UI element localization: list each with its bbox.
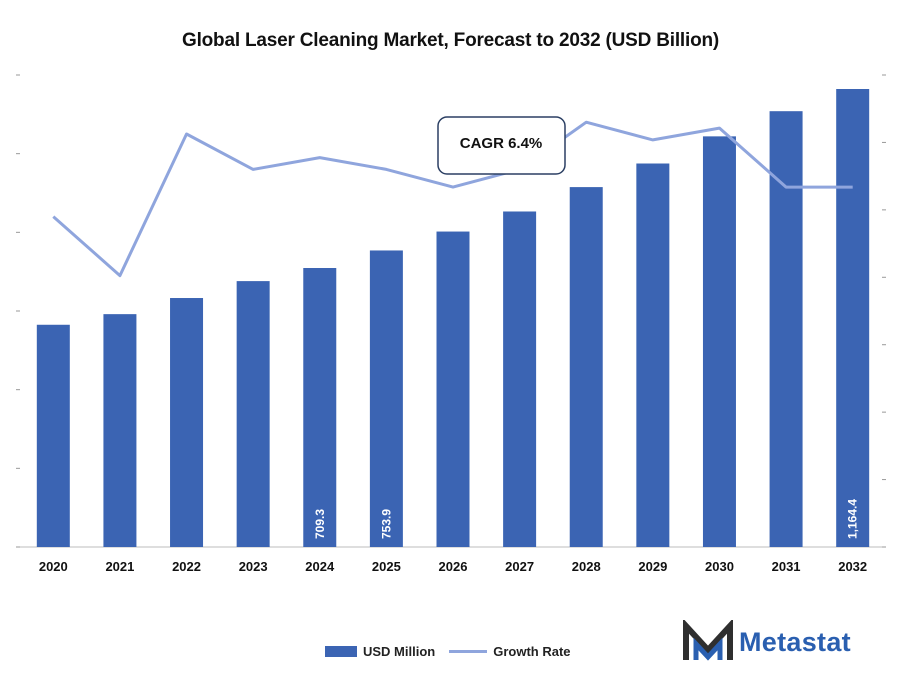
x-tick-label: 2030 [705, 559, 734, 574]
m-logo-icon [683, 620, 733, 661]
legend-label-bar: USD Million [363, 644, 436, 659]
legend-bar-swatch [325, 646, 357, 657]
x-tick-label: 2028 [572, 559, 601, 574]
bar [503, 211, 537, 547]
bar [636, 163, 670, 547]
bar [569, 187, 603, 547]
growth-rate-line [52, 120, 853, 278]
bar [836, 89, 870, 547]
x-tick-label: 2032 [838, 559, 867, 574]
bar [170, 298, 204, 547]
x-tick-label: 2020 [39, 559, 68, 574]
x-tick-label: 2026 [439, 559, 468, 574]
bar [436, 231, 470, 547]
bar-data-label: 753.9 [379, 509, 393, 539]
legend-line-swatch [449, 650, 488, 653]
x-tick-label: 2022 [172, 559, 201, 574]
legend-item-bar: USD Million [325, 644, 435, 659]
bar [702, 136, 736, 548]
bar [369, 250, 403, 547]
bar-data-label: 709.3 [313, 509, 327, 539]
bar [303, 268, 337, 547]
bar [103, 314, 137, 547]
x-tick-label: 2024 [305, 559, 335, 574]
x-tick-label: 2031 [772, 559, 801, 574]
bar [36, 324, 70, 547]
cagr-annotation-label: CAGR 6.4% [460, 135, 543, 152]
x-tick-label: 2027 [505, 559, 534, 574]
x-tick-label: 2021 [105, 559, 134, 574]
legend-label-line: Growth Rate [493, 644, 571, 659]
brand-name: Metastat [739, 626, 851, 657]
x-tick-label: 2029 [638, 559, 667, 574]
legend-item-line: Growth Rate [449, 644, 571, 659]
x-tick-label: 2023 [239, 559, 268, 574]
cagr-annotation-box [437, 116, 566, 175]
bar [769, 111, 803, 547]
legend: USD Million Growth Rate [325, 644, 585, 659]
chart-title: Global Laser Cleaning Market, Forecast t… [181, 30, 720, 51]
x-tick-label: 2025 [372, 559, 401, 574]
bar [236, 281, 270, 547]
brand-logo: Metastat [683, 620, 851, 664]
bar-data-label: 1,164.4 [846, 499, 860, 539]
